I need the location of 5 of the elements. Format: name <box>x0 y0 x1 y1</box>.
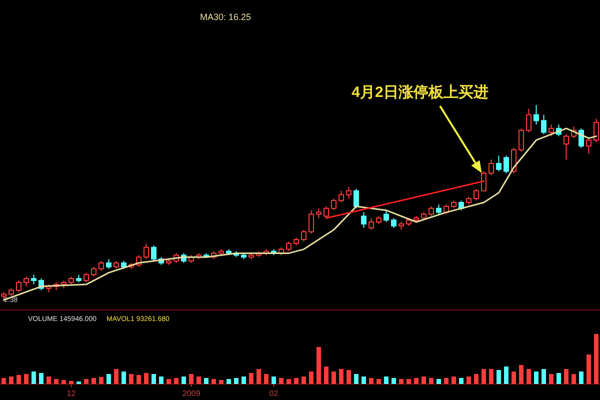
x-tick-label: 2009 <box>182 389 201 398</box>
x-tick-label: 12 <box>66 389 76 398</box>
legend: MA30: 16.25 <box>200 12 252 22</box>
x-tick-label: 02 <box>269 389 279 398</box>
text: 4月2日涨停板上买进 <box>352 84 488 101</box>
